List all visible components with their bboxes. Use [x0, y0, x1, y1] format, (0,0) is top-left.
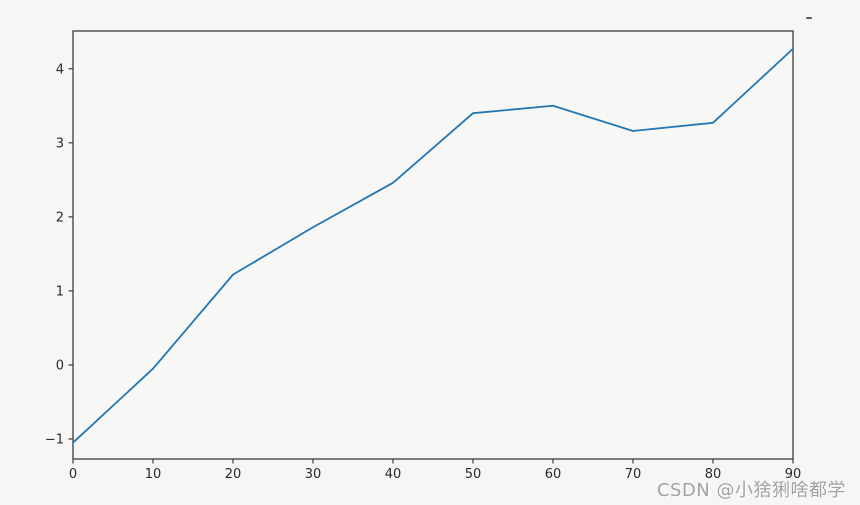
y-tick-label: 4 [56, 62, 64, 77]
y-tick-label: −1 [45, 433, 64, 448]
x-tick-label: 20 [225, 467, 242, 482]
x-tick-label: 30 [305, 467, 322, 482]
data-line [72, 47, 794, 444]
y-tick-label: 3 [56, 136, 64, 151]
x-tick-label: 90 [785, 467, 802, 482]
x-tick-label: 10 [145, 467, 162, 482]
x-tick-label: 70 [625, 467, 642, 482]
x-tick-label: 60 [545, 467, 562, 482]
dash-mark-icon [806, 17, 812, 19]
x-tick-label: 80 [705, 467, 722, 482]
x-tick-label: 50 [465, 467, 482, 482]
y-tick-label: 0 [56, 358, 64, 373]
axes-spines [72, 30, 794, 460]
x-tick-label: 40 [385, 467, 402, 482]
plot-area [73, 31, 793, 459]
y-tick-label: 2 [56, 210, 64, 225]
y-tick-label: 1 [56, 284, 64, 299]
x-tick-label: 0 [69, 467, 77, 482]
csdn-watermark: CSDN @小猞猁啥都学 [656, 480, 846, 501]
